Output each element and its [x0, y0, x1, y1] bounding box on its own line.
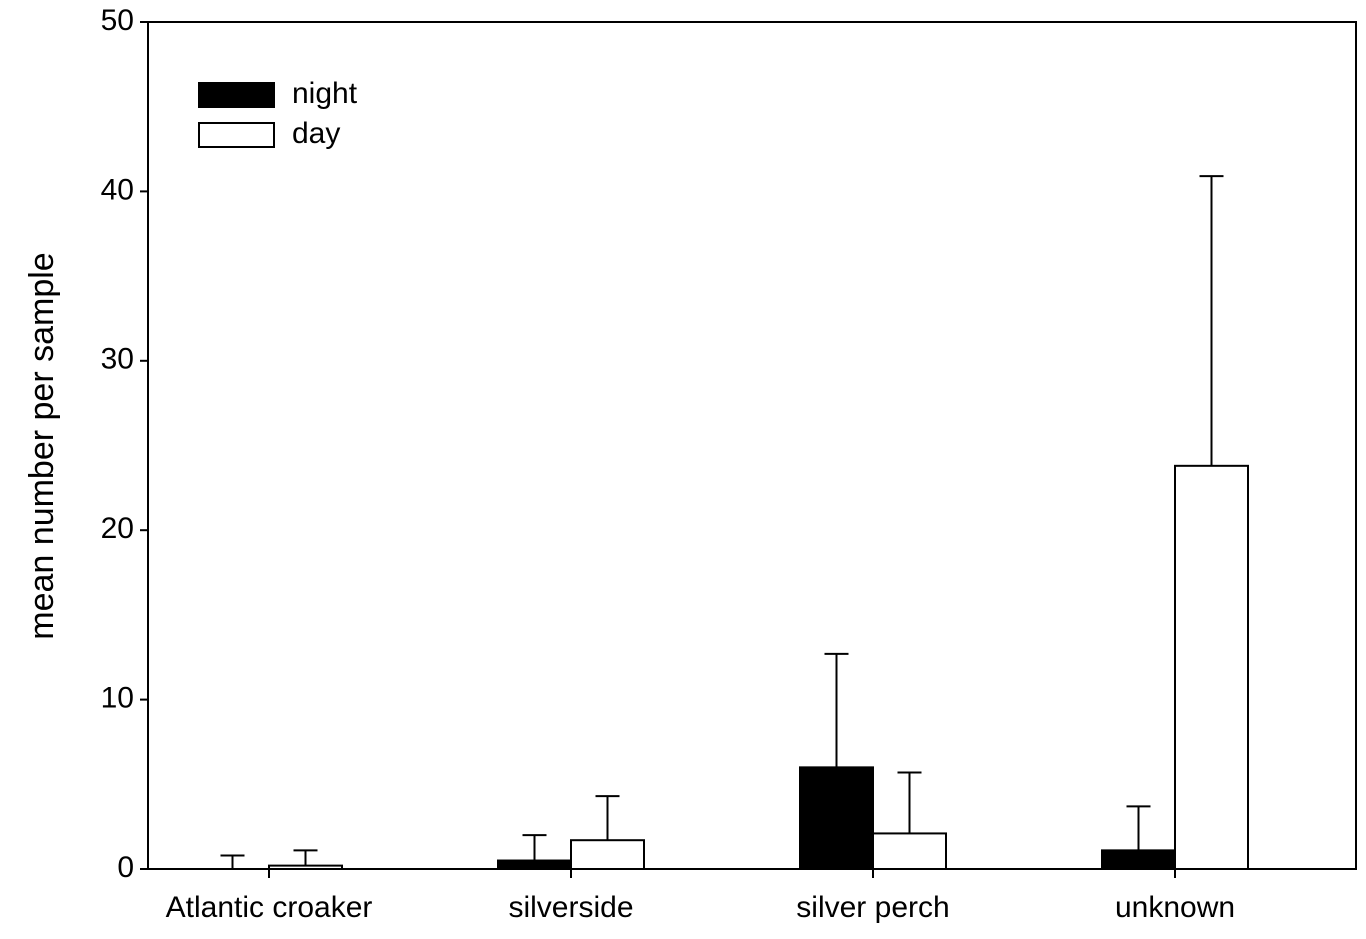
plot-frame [147, 21, 1357, 870]
y-tick-label: 0 [117, 851, 134, 884]
y-tick-label: 20 [101, 512, 134, 545]
y-tick-label: 30 [101, 343, 134, 376]
legend-swatch-day [198, 122, 275, 148]
bar-day [268, 864, 343, 870]
legend-label-day: day [292, 117, 340, 150]
y-tick-label: 50 [101, 4, 134, 37]
y-tick-label: 10 [101, 682, 134, 715]
legend: night day [198, 77, 358, 150]
error-bars [220, 175, 1224, 869]
bar-day [570, 839, 645, 871]
bar-day [872, 832, 947, 871]
y-axis-ticks: 0 10 20 30 40 50 [101, 4, 148, 884]
plot-border [147, 21, 1357, 870]
x-category-label: Atlantic croaker [166, 891, 373, 924]
bar-night [497, 859, 572, 871]
y-axis-title: mean number per sample [23, 252, 61, 639]
bar-night [799, 766, 874, 870]
legend-swatch-night [198, 82, 275, 108]
x-category-label: unknown [1115, 891, 1235, 924]
x-axis-ticks: Atlantic croaker silverside silver perch un… [166, 869, 1235, 924]
bar-night [1101, 849, 1176, 871]
x-category-label: silver perch [796, 891, 949, 924]
legend-label-night: night [292, 77, 358, 110]
bars [268, 464, 1249, 871]
bar-day [1174, 464, 1249, 870]
y-tick-label: 40 [101, 173, 134, 206]
x-category-label: silverside [508, 891, 633, 924]
